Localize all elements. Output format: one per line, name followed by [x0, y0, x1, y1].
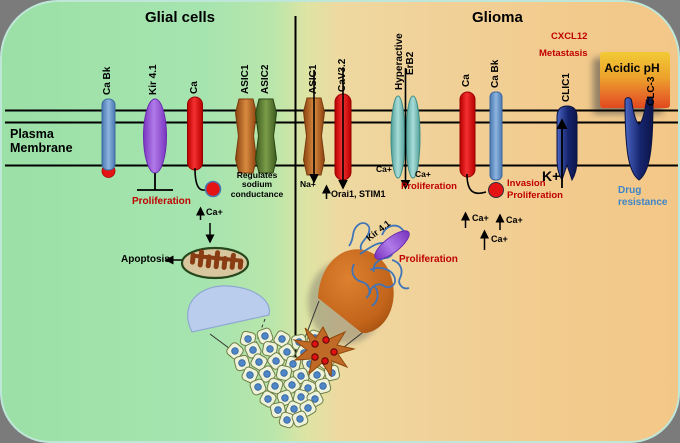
- label-ca-bk-glial: Ca Bk: [102, 66, 113, 95]
- erb2-receptor: [390, 95, 421, 179]
- ca-plus-1: Ca+: [472, 213, 489, 223]
- invasion-proliferation-label: Proliferation: [507, 190, 563, 201]
- erb2-proliferation-label: Proliferation: [401, 181, 457, 192]
- cxcl12-label: CXCL12: [551, 31, 588, 42]
- glial-ca-plus-label: Ca+: [206, 207, 223, 217]
- label-erb2-line2: ErB2: [405, 51, 416, 75]
- calcium-vesicle-glial: [204, 180, 222, 198]
- calcium-vesicle-glioma: [488, 182, 504, 198]
- regulates-sodium-label: Regulates sodium conductance: [230, 170, 284, 199]
- drug-label-line2: resistance: [618, 197, 668, 208]
- label-kir41-glial: Kir 4.1: [148, 64, 159, 95]
- glioma-title: Glioma: [472, 9, 523, 26]
- acidic-ph-label: Acidic pH: [604, 61, 660, 75]
- metastasis-label: Metastasis: [539, 48, 588, 59]
- ca-plus-2: Ca+: [506, 215, 523, 225]
- kir41-proliferation-label: Proliferation: [399, 254, 458, 265]
- k-plus-label: K+: [542, 168, 561, 184]
- label-asic2-glial: ASIC2: [260, 64, 271, 94]
- kir41-channel-mislocalized: [374, 230, 410, 260]
- invasion-label: Invasion: [507, 178, 546, 189]
- astrocyte-tumor-cell: [292, 325, 356, 378]
- asic2-channel-glial: [254, 98, 278, 174]
- label-cav32: CaV3.2: [337, 58, 348, 92]
- glial-cell-shape: [187, 285, 270, 333]
- clc3-channel: [624, 97, 654, 181]
- acidic-ph-box: [600, 52, 670, 108]
- label-erb2-line1: Hyperactive: [394, 33, 405, 90]
- ca-channel-glial: [187, 96, 222, 198]
- drug-label-line1: Drug: [618, 185, 642, 196]
- ca-channel-glioma: [459, 91, 487, 195]
- label-clic1: CLIC1: [561, 73, 572, 102]
- label-ca-glial: Ca: [189, 81, 200, 94]
- label-clc3: CLC-3: [646, 76, 657, 106]
- label-ca-bk-glioma: Ca Bk: [490, 59, 501, 88]
- kir41-squiggles: [348, 222, 410, 307]
- label-ca-glioma: Ca: [461, 74, 472, 87]
- apoptosis-label: Apoptosis: [121, 254, 170, 265]
- kir41-channel-glial: [143, 98, 167, 174]
- glioma-cell-shape: [318, 249, 394, 334]
- na-plus-label: Na+: [300, 179, 316, 189]
- ca-bk-channel-glioma: [489, 91, 503, 181]
- inhibition-tbar: [137, 173, 173, 191]
- ca-plus-erb2-right: Ca+: [415, 169, 431, 179]
- mitochondria: [180, 246, 250, 280]
- glial-title: Glial cells: [144, 9, 216, 26]
- ca-plus-erb2-left: Ca+: [376, 164, 392, 174]
- orai-stim1-label: Orai1, STIM1: [331, 189, 386, 199]
- glial-proliferation-label: Proliferation: [132, 196, 191, 207]
- plasma-membrane-label: Plasma Membrane: [10, 127, 73, 155]
- connector-solid: [302, 300, 320, 344]
- asic1-channel-glial: [234, 98, 258, 174]
- label-asic1-glial: ASIC1: [240, 64, 251, 94]
- label-asic1-glioma: ASIC1: [308, 64, 319, 94]
- ca-plus-3: Ca+: [491, 234, 508, 244]
- ca-bk-channel-glial: [101, 98, 116, 178]
